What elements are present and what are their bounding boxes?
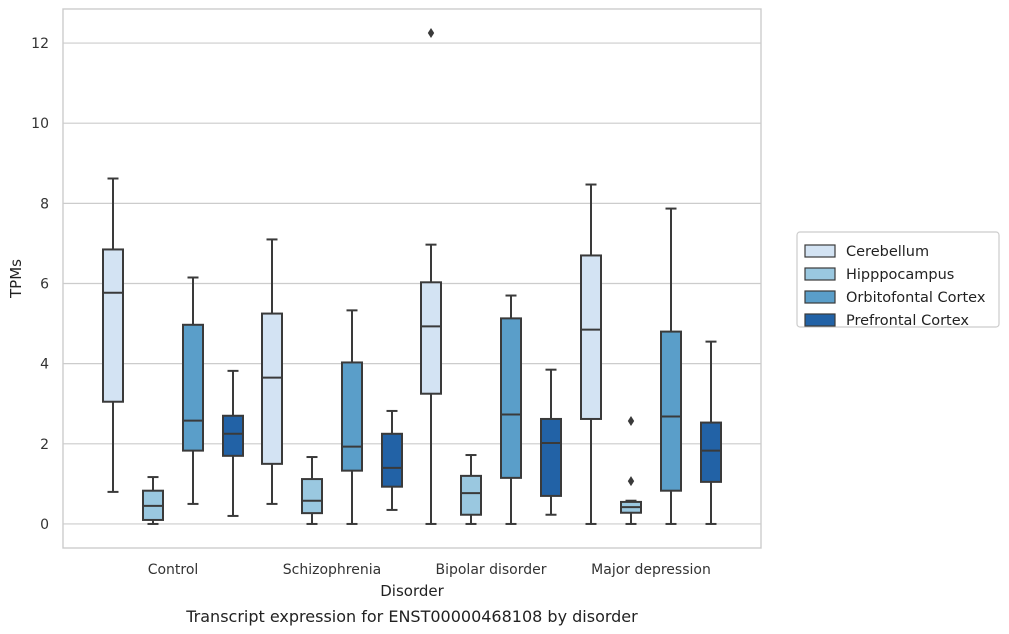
box-cerebellum — [102, 248, 124, 403]
box-orbitofontal-cortex — [660, 330, 682, 492]
y-tick-label: 2 — [40, 437, 49, 453]
legend-item: Orbitofontal Cortex — [804, 290, 986, 306]
box-prefrontal-cortex — [540, 417, 562, 497]
box-prefrontal-cortex — [381, 432, 403, 488]
box-cerebellum — [580, 254, 602, 420]
legend-label: Hipppocampus — [846, 267, 954, 283]
legend-label: Cerebellum — [846, 244, 929, 260]
y-tick-label: 12 — [31, 36, 49, 52]
y-tick-label: 6 — [40, 277, 49, 293]
gridlines — [63, 42, 761, 525]
box-orbitofontal-cortex — [500, 317, 522, 479]
y-axis-ticks: 0 2 4 6 8 10 12 — [31, 36, 49, 533]
x-tick-label: Major depression — [591, 562, 711, 578]
outlier-point — [627, 415, 635, 426]
category-group — [580, 183, 722, 525]
category-group — [102, 177, 244, 525]
y-tick-label: 10 — [31, 116, 49, 132]
x-tick-label: Control — [148, 562, 199, 578]
box-prefrontal-cortex — [700, 421, 722, 483]
legend-swatch — [804, 290, 836, 304]
outlier-point — [427, 28, 435, 39]
legend-item: Cerebellum — [804, 244, 929, 260]
box-cerebellum — [261, 312, 283, 465]
legend: Cerebellum Hipppocampus Orbitofontal Corte… — [796, 231, 1000, 329]
box-prefrontal-cortex — [222, 414, 244, 457]
box-cerebellum — [420, 281, 442, 395]
box-orbitofontal-cortex — [341, 361, 363, 472]
legend-label: Orbitofontal Cortex — [846, 290, 986, 306]
x-axis-ticks: Control Schizophrenia Bipolar disorder Majo… — [148, 562, 711, 578]
y-tick-label: 4 — [40, 357, 49, 373]
category-group — [261, 238, 403, 525]
legend-swatch — [804, 244, 836, 258]
legend-item: Hipppocampus — [804, 267, 954, 283]
y-axis-label: TPMs — [7, 259, 25, 299]
y-tick-label: 8 — [40, 196, 49, 212]
legend-label: Prefrontal Cortex — [846, 313, 969, 329]
legend-swatch — [804, 313, 836, 327]
plot-area-frame — [62, 8, 762, 549]
outlier-point — [627, 476, 635, 487]
box-hipppocampus — [301, 478, 323, 515]
legend-item: Prefrontal Cortex — [804, 313, 969, 329]
x-tick-label: Schizophrenia — [283, 562, 381, 578]
chart-caption: Transcript expression for ENST0000046810… — [185, 607, 638, 626]
box-orbitofontal-cortex — [182, 323, 204, 452]
x-tick-label: Bipolar disorder — [435, 562, 546, 578]
category-group — [420, 28, 562, 525]
y-tick-label: 0 — [40, 517, 49, 533]
x-axis-label: Disorder — [380, 582, 444, 600]
legend-swatch — [804, 267, 836, 281]
box-groups — [102, 28, 722, 525]
legend-frame — [796, 231, 1000, 328]
box-hipppocampus — [460, 474, 482, 516]
